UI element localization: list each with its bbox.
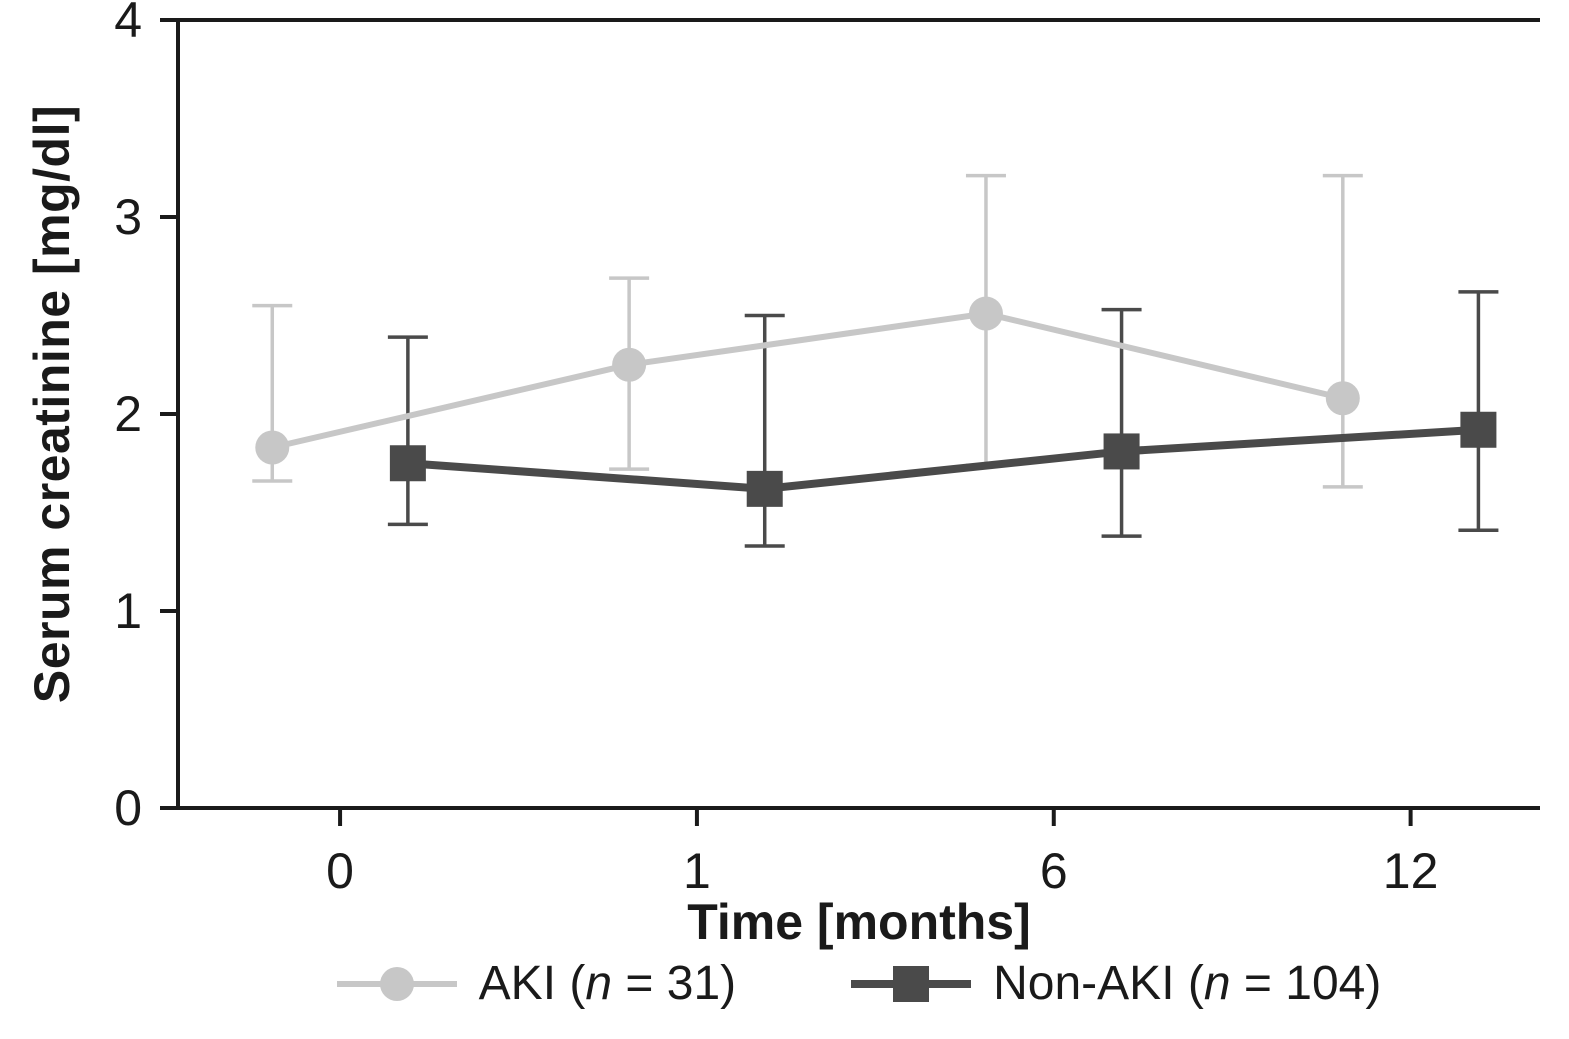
svg-text:2: 2	[114, 386, 142, 442]
legend-label-non-aki: Non-AKI (n = 104)	[993, 956, 1381, 1011]
legend-item-aki: AKI (n = 31)	[336, 956, 736, 1011]
svg-text:12: 12	[1383, 843, 1439, 899]
y-axis-label: Serum creatinine [mg/dl]	[24, 104, 80, 704]
svg-text:0: 0	[326, 843, 354, 899]
legend: AKI (n = 31) Non-AKI (n = 104)	[178, 956, 1540, 1011]
legend-label-part: Non-AKI (	[993, 957, 1204, 1010]
legend-label-part: = 104)	[1230, 957, 1382, 1010]
non-aki-line-square-marker-icon	[851, 965, 972, 1002]
legend-label-part: n	[1203, 957, 1231, 1010]
svg-text:1: 1	[114, 583, 142, 639]
legend-item-non-aki: Non-AKI (n = 104)	[851, 956, 1381, 1011]
legend-label-part: AKI (	[478, 957, 586, 1010]
legend-label-aki: AKI (n = 31)	[479, 956, 736, 1011]
legend-label-part: n	[585, 957, 613, 1010]
svg-text:4: 4	[114, 0, 142, 48]
svg-text:3: 3	[114, 189, 142, 245]
x-axis-label: Time [months]	[687, 894, 1031, 950]
legend-label-part: = 31)	[612, 957, 737, 1010]
aki-line-circle-marker-icon	[336, 966, 457, 1001]
svg-text:0: 0	[114, 780, 142, 836]
svg-text:1: 1	[683, 843, 711, 899]
svg-text:6: 6	[1040, 843, 1068, 899]
